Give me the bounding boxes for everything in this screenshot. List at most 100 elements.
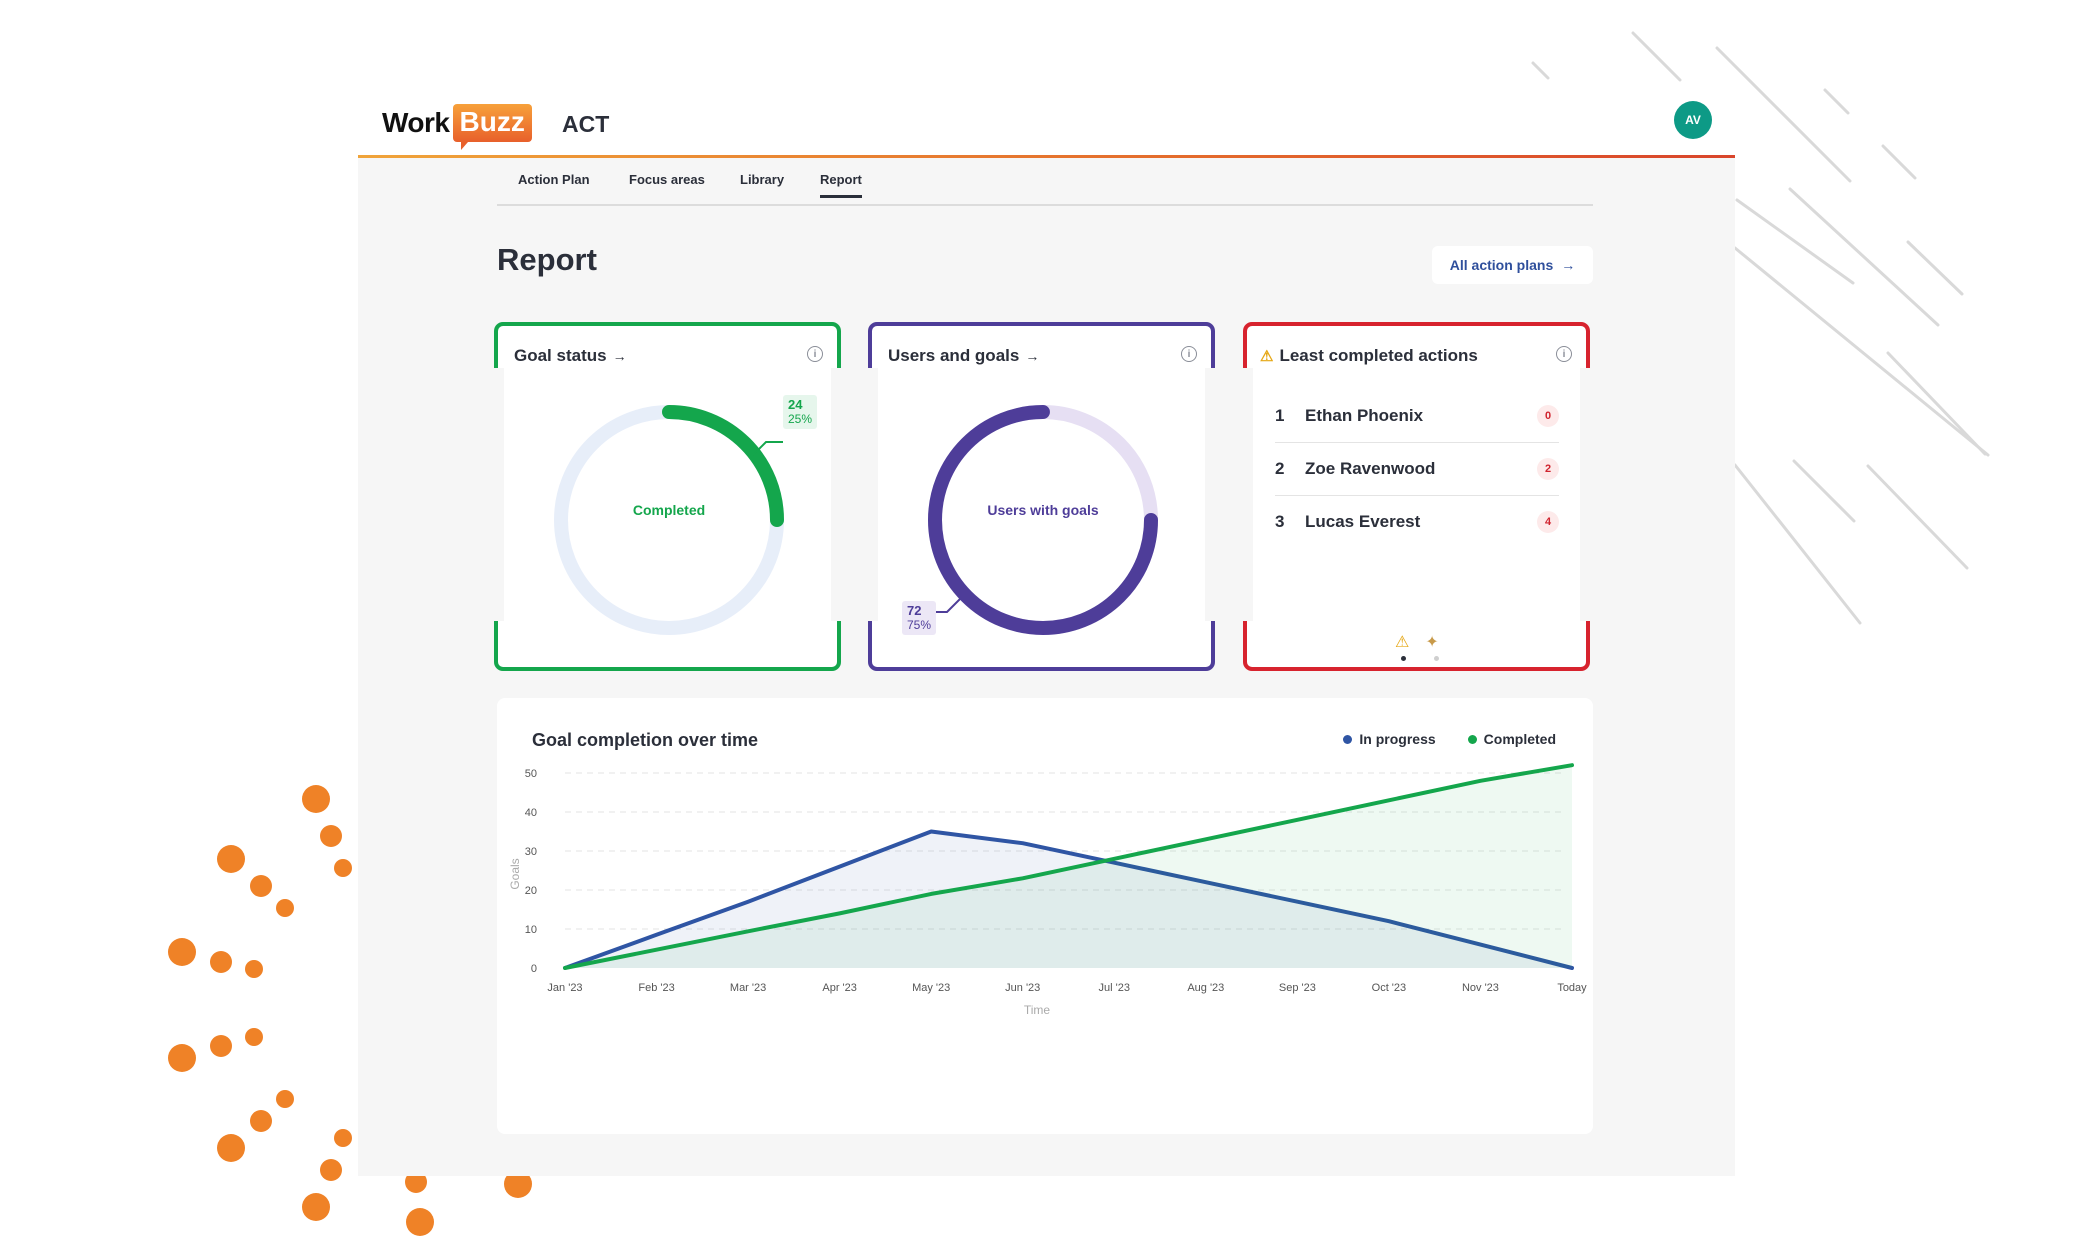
legend-item-completed[interactable]: Completed — [1467, 731, 1556, 747]
goal-completion-chart: 0 10 20 30 40 50 Jan '23 Feb '23 Mar '23 Apr '23 M… — [508, 763, 1587, 1017]
y-axis-title: Goals — [508, 858, 522, 889]
goal-status-card: Goal status → i Completed 24 25% — [492, 322, 843, 671]
x-tick-label: Jul '23 — [1099, 982, 1130, 994]
legend-dot — [1467, 734, 1477, 744]
person-name: Lucas Everest — [1305, 512, 1421, 531]
carousel-dot-active[interactable] — [1401, 656, 1406, 661]
warning-icon: ⚠ — [1260, 348, 1274, 365]
goal-status-title: Goal status — [514, 346, 607, 365]
x-tick-label: Nov '23 — [1462, 982, 1499, 994]
logo-buzz-text: Buzz — [452, 104, 532, 150]
goal-completion-chart-card: 0 10 20 30 40 50 Jan '23 Feb '23 Mar '23 Apr '23 M… — [497, 698, 1593, 1134]
x-tick-label: Feb '23 — [638, 982, 674, 994]
donut-users-arc — [928, 405, 1158, 635]
x-tick-label: Apr '23 — [822, 982, 857, 994]
count-badge: 0 — [1537, 405, 1559, 427]
series-area-0 — [565, 831, 1572, 968]
x-tick-label: Sep '23 — [1279, 982, 1316, 994]
goal-status-donut — [554, 405, 784, 635]
users-goals-link[interactable]: Users and goals → — [888, 346, 1039, 366]
y-tick-label: 0 — [531, 963, 537, 975]
series-line-0[interactable] — [563, 829, 1574, 970]
x-axis-title: Time — [1024, 1003, 1051, 1017]
app-name: ACT — [562, 111, 610, 137]
x-tick-label: Jun '23 — [1005, 982, 1040, 994]
user-avatar[interactable]: AV — [1674, 101, 1712, 139]
x-tick-label: Oct '23 — [1372, 982, 1407, 994]
list-item[interactable]: 2 Zoe Ravenwood 2 — [1275, 443, 1559, 496]
x-tick-label: Mar '23 — [730, 982, 766, 994]
diagonal-lines-decoration — [1531, 31, 1990, 625]
callout-count: 72 — [907, 603, 922, 618]
chart-legend: In progress Completed — [1343, 731, 1556, 747]
top-bar: Work Buzz ACT AV — [358, 92, 1735, 155]
workbuzz-logo[interactable]: Work Buzz — [382, 100, 532, 150]
legend-dot — [1343, 734, 1353, 744]
arrow-right-icon: → — [1025, 348, 1040, 364]
tab-report[interactable]: Report — [820, 172, 862, 198]
rank: 1 — [1275, 406, 1285, 425]
chart-title: Goal completion over time — [532, 730, 759, 750]
tab-action-plan[interactable]: Action Plan — [518, 172, 590, 187]
carousel-dots — [1401, 656, 1439, 661]
arrow-right-icon: → — [1561, 257, 1576, 273]
all-action-plans-button[interactable]: All action plans → — [1432, 246, 1593, 284]
donut-center-label: Users with goals — [987, 502, 1099, 518]
y-tick-label: 30 — [525, 846, 537, 858]
users-goals-card: Users and goals → i Users with goals 72 … — [866, 322, 1217, 671]
page-title: Report — [497, 242, 597, 277]
least-completed-card: ⚠ Least completed actions i 1 Ethan Phoe… — [1241, 322, 1592, 671]
least-completed-header: ⚠ Least completed actions — [1260, 346, 1478, 366]
callout-percent: 25% — [788, 412, 813, 426]
callout-leader-line — [752, 441, 783, 456]
y-tick-label: 20 — [525, 885, 537, 897]
x-tick-label: Jan '23 — [547, 982, 582, 994]
users-goals-donut — [928, 405, 1158, 635]
tab-focus-areas[interactable]: Focus areas — [629, 172, 705, 187]
all-action-plans-label: All action plans — [1449, 257, 1554, 273]
carousel-dot[interactable] — [1434, 656, 1439, 661]
y-tick-label: 50 — [525, 768, 537, 780]
party-popper-icon[interactable]: ✦ — [1425, 634, 1439, 651]
callout-percent: 75% — [907, 618, 932, 632]
info-icon[interactable]: i — [807, 346, 823, 362]
y-tick-label: 40 — [525, 807, 537, 819]
list-item[interactable]: 1 Ethan Phoenix 0 — [1275, 390, 1559, 443]
x-tick-label: Today — [1557, 982, 1587, 994]
callout-count: 24 — [788, 397, 803, 412]
app-window: Work Buzz ACT AV Action Plan Focus areas… — [358, 92, 1735, 1176]
x-tick-label: May '23 — [912, 982, 950, 994]
y-tick-label: 10 — [525, 924, 537, 936]
tab-bar: Action Plan Focus areas Library Report — [497, 158, 1593, 206]
donut-completed-arc — [662, 405, 784, 527]
series-line-1[interactable] — [563, 763, 1574, 970]
list-item[interactable]: 3 Lucas Everest 4 — [1275, 496, 1559, 548]
person-name: Zoe Ravenwood — [1305, 459, 1436, 478]
person-name: Ethan Phoenix — [1305, 406, 1424, 425]
callout-leader-line — [935, 594, 965, 613]
warning-icon[interactable]: ⚠ — [1395, 634, 1410, 651]
rank: 2 — [1275, 459, 1285, 478]
x-tick-label: Aug '23 — [1187, 982, 1224, 994]
least-completed-title: Least completed actions — [1279, 346, 1478, 365]
rank: 3 — [1275, 512, 1285, 531]
users-goals-callout: 72 75% — [902, 601, 937, 635]
tab-library[interactable]: Library — [740, 172, 785, 187]
header-accent-line — [358, 155, 1735, 158]
legend-label: In progress — [1359, 731, 1436, 747]
count-badge: 2 — [1537, 458, 1559, 480]
carousel-icons: ⚠ ✦ — [1395, 632, 1439, 652]
legend-item-in-progress[interactable]: In progress — [1343, 731, 1436, 747]
legend-label: Completed — [1483, 731, 1556, 747]
users-goals-title: Users and goals — [888, 346, 1020, 365]
arrow-right-icon: → — [612, 348, 627, 364]
goal-status-link[interactable]: Goal status → — [514, 346, 627, 366]
orange-dots-decoration — [168, 785, 532, 1236]
info-icon[interactable]: i — [1181, 346, 1197, 362]
donut-center-label: Completed — [632, 502, 706, 518]
logo-work-text: Work — [382, 107, 450, 138]
count-badge: 4 — [1537, 511, 1559, 533]
goal-status-callout: 24 25% — [783, 395, 818, 429]
info-icon[interactable]: i — [1556, 346, 1572, 362]
